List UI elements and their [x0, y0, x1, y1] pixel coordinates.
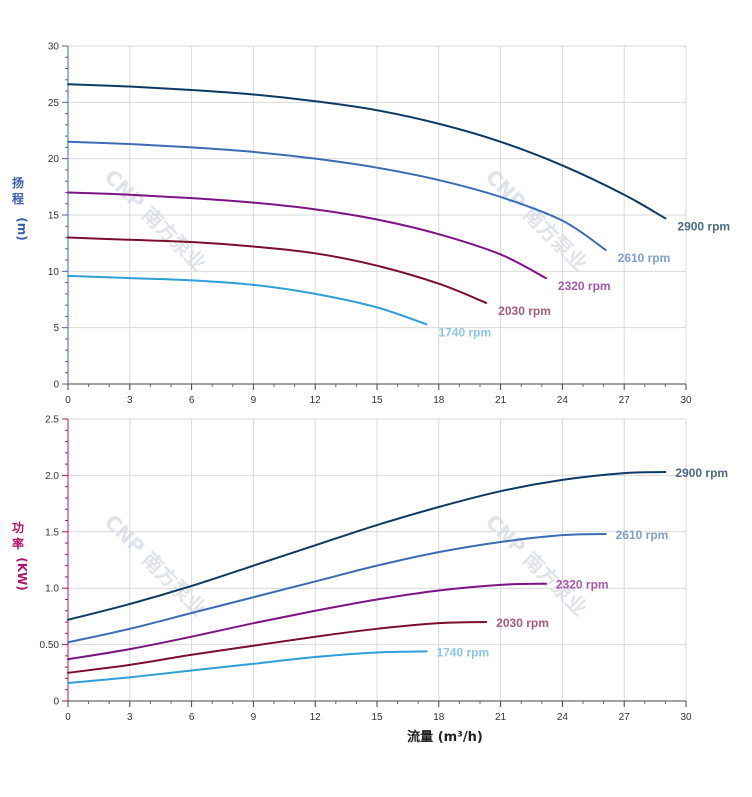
series-line-2900-rpm — [67, 83, 667, 220]
series-label-2030-rpm: 2030 rpm — [496, 616, 549, 630]
x-axis-label: 流量 (m³/h) — [407, 729, 483, 745]
y-tick-label: 0 — [53, 380, 59, 391]
series-line-2610-rpm — [67, 140, 607, 251]
x-tick-label: 18 — [433, 712, 445, 723]
x-tick-label: 24 — [557, 712, 569, 723]
series-label-2900-rpm: 2900 rpm — [675, 466, 728, 480]
chart-panel-head: CNP 南方泵业 CNP 南方泵业 0 5 10 15 20 25 30 0 3 6 9 12 15 18 21… — [12, 42, 730, 407]
y-tick-label: 10 — [48, 267, 60, 278]
y-axis-unit-label: (m) — [15, 217, 29, 240]
watermark-text: CNP 南方泵业 — [100, 510, 211, 621]
y-axis-unit-label: (KW) — [15, 557, 29, 591]
x-tick-label: 0 — [65, 712, 71, 723]
x-tick-label: 27 — [619, 712, 631, 723]
series-line-2320-rpm — [67, 582, 547, 661]
x-tick-label: 12 — [310, 395, 322, 406]
y-tick-label: 5 — [53, 323, 59, 334]
series-line-2610-rpm — [67, 533, 607, 644]
x-tick-label: 21 — [495, 395, 507, 406]
y-tick-label: 15 — [48, 211, 60, 222]
series-label-2030-rpm: 2030 rpm — [498, 304, 551, 318]
x-tick-label: 6 — [189, 395, 195, 406]
y-tick-label: 2.0 — [45, 471, 59, 482]
y-tick-label: 20 — [48, 154, 60, 165]
series-line-2900-rpm — [67, 471, 667, 621]
x-tick-label: 0 — [65, 395, 71, 406]
x-tick-label: 27 — [619, 395, 631, 406]
series-label-2900-rpm: 2900 rpm — [677, 219, 730, 233]
series-label-2320-rpm: 2320 rpm — [558, 279, 611, 293]
x-tick-label: 30 — [680, 395, 692, 406]
chart-panel-power: CNP 南方泵业 CNP 南方泵业 0 0.50 1.0 1.5 2.0 2.5 0 3 6 9 12 1… — [12, 415, 728, 746]
watermark-text: CNP 南方泵业 — [481, 165, 592, 276]
series-label-1740-rpm: 1740 rpm — [436, 645, 489, 659]
watermark-text: CNP 南方泵业 — [481, 510, 592, 621]
series-line-1740-rpm — [67, 650, 428, 684]
y-tick-label: 0 — [53, 697, 59, 708]
y-tick-label: 2.5 — [45, 415, 59, 426]
x-tick-label: 12 — [310, 712, 322, 723]
x-tick-label: 21 — [495, 712, 507, 723]
y-axis-label: 功率 — [12, 520, 24, 551]
x-tick-label: 15 — [371, 712, 383, 723]
x-tick-label: 15 — [371, 395, 383, 406]
x-tick-label: 30 — [680, 712, 692, 723]
series-label-2610-rpm: 2610 rpm — [616, 528, 669, 542]
x-tick-label: 9 — [251, 395, 257, 406]
x-tick-label: 9 — [251, 712, 257, 723]
series-line-1740-rpm — [67, 274, 428, 326]
watermark-text: CNP 南方泵业 — [100, 165, 211, 276]
y-tick-label: 1.0 — [45, 584, 59, 595]
x-tick-label: 18 — [433, 395, 445, 406]
y-tick-label: 25 — [48, 98, 60, 109]
series-label-2320-rpm: 2320 rpm — [556, 578, 609, 592]
y-tick-label: 1.5 — [45, 527, 59, 538]
x-tick-label: 24 — [557, 395, 569, 406]
series-line-2030-rpm — [67, 621, 488, 674]
y-tick-label: 30 — [48, 42, 60, 53]
series-label-2610-rpm: 2610 rpm — [618, 251, 671, 265]
series-label-1740-rpm: 1740 rpm — [438, 325, 491, 339]
x-tick-label: 3 — [127, 395, 133, 406]
x-tick-label: 6 — [189, 712, 195, 723]
y-tick-label: 0.50 — [40, 640, 60, 651]
series-line-2030-rpm — [67, 236, 488, 304]
x-tick-label: 3 — [127, 712, 133, 723]
y-axis-label: 扬程 — [12, 175, 24, 206]
series-line-2320-rpm — [67, 191, 547, 280]
